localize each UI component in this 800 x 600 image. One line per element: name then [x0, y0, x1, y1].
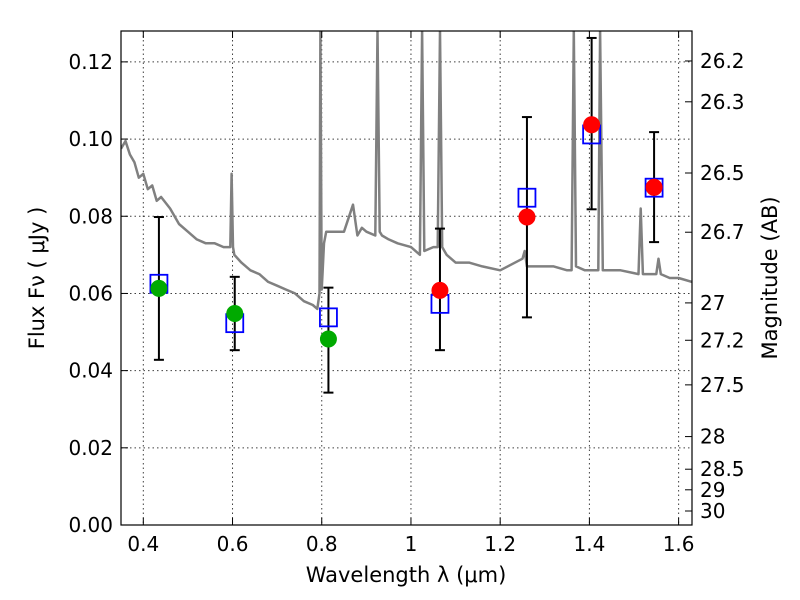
observed-markers: [150, 116, 663, 348]
x-tick-label: 1: [405, 532, 418, 556]
y-tick-label: 0.12: [68, 50, 113, 74]
x-tick-label: 1.4: [573, 532, 605, 556]
axis-tick-labels: 0.4 0.6 0.8 1 1.2 1.4 1.6 0.00 0.02 0.04 0.06 0.08 0…: [68, 49, 744, 556]
sed-line-layer: [121, 31, 692, 311]
y-tick-label: 0.00: [68, 513, 113, 537]
mag-tick-label: 27.5: [700, 373, 745, 397]
x-tick-label: 0.8: [306, 532, 338, 556]
model-photometry-square: [319, 307, 338, 328]
mag-tick-label: 26.5: [700, 161, 745, 185]
mag-tick-label: 27.2: [700, 328, 745, 352]
observed-point: [319, 330, 337, 348]
observed-point: [518, 208, 536, 226]
mag-tick-label: 29: [700, 478, 725, 502]
x-tick-label: 0.6: [217, 532, 249, 556]
y-axis-label: Flux Fν ( μJy ): [25, 207, 49, 350]
plot-frame: [120, 30, 693, 526]
mag-tick-label: 26.7: [700, 220, 745, 244]
y-tick-label: 0.06: [68, 281, 113, 305]
mag-tick-label: 26.2: [700, 49, 745, 73]
axis-ticks: [121, 31, 692, 526]
x-tick-label: 0.4: [127, 532, 159, 556]
mag-tick-label: 30: [700, 499, 725, 523]
x-tick-label: 1.2: [484, 532, 516, 556]
observed-point: [645, 178, 663, 196]
mag-tick-label: 26.3: [700, 90, 745, 114]
magnitude-axis-label: Magnitude (AB): [758, 196, 782, 359]
mag-tick-label: 28.5: [700, 457, 745, 481]
x-axis-label: Wavelength λ (μm): [306, 563, 507, 587]
y-tick-label: 0.02: [68, 436, 113, 460]
observed-point: [431, 281, 449, 299]
sed-model-line: [121, 31, 692, 311]
y-tick-label: 0.04: [68, 359, 113, 383]
observed-point: [226, 305, 244, 323]
observed-point: [150, 279, 168, 297]
mag-tick-label: 27: [700, 291, 725, 315]
model-photometry-square: [644, 177, 664, 198]
y-tick-label: 0.08: [68, 204, 113, 228]
mag-tick-label: 28: [700, 425, 725, 449]
model-photometry-square: [517, 187, 537, 208]
observed-point: [583, 116, 601, 134]
x-tick-label: 1.6: [663, 532, 695, 556]
y-tick-label: 0.10: [68, 127, 113, 151]
